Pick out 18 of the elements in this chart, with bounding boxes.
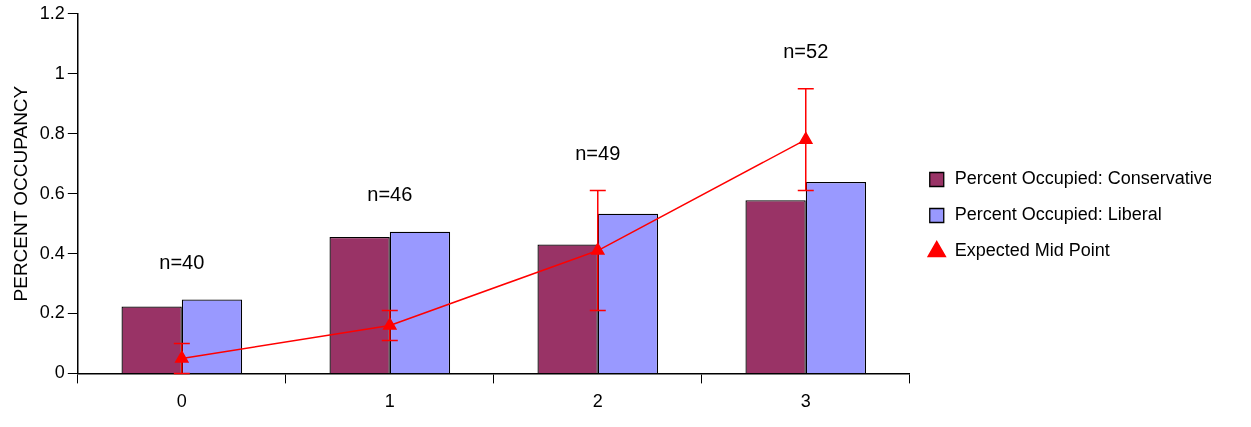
y-tick-label: 1.2 (39, 2, 65, 23)
y-tick-label: 0.6 (39, 182, 65, 203)
y-tick-label: 0.2 (39, 302, 65, 323)
y-tick-label: 0 (54, 362, 65, 383)
annotation: n=46 (367, 183, 413, 206)
x-tick-label: 1 (384, 391, 395, 412)
annotation: n=52 (783, 40, 829, 63)
annotation: n=49 (575, 142, 621, 165)
annotation: n=40 (159, 250, 205, 273)
y-tick-label: 0.4 (39, 242, 65, 263)
x-tick-label: 3 (800, 391, 811, 412)
x-tick-label: 0 (176, 391, 187, 412)
legend-label: Expected Mid Point (954, 240, 1110, 261)
y-tick-label: 1 (54, 62, 65, 83)
legend-label: Percent Occupied: Liberal (954, 204, 1162, 225)
y-tick-label: 0.8 (39, 122, 65, 143)
x-tick-label: 2 (592, 391, 603, 412)
y-axis-title: PERCENT OCCUPANCY (9, 85, 31, 302)
